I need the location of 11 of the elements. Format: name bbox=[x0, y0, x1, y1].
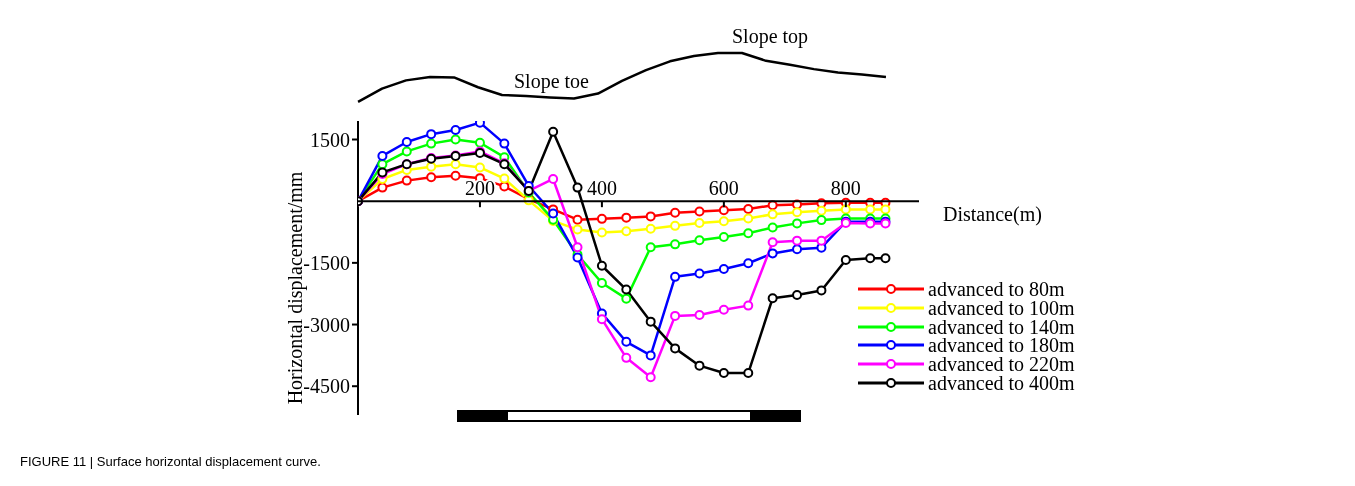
y-tick-label: -3000 bbox=[303, 313, 350, 336]
y-tick-label: 1500 bbox=[310, 128, 350, 151]
text: Slope top bbox=[732, 25, 809, 48]
x-axis-title: Distance(m) bbox=[943, 203, 1042, 227]
y-tick-label: -4500 bbox=[303, 375, 350, 398]
x-tick-label: 400 bbox=[586, 177, 617, 200]
x-tick-label: 600 bbox=[708, 177, 739, 200]
annotation: Slope toe bbox=[514, 70, 589, 93]
caption: FIGURE 11 | Surface horizontal displacement curve. bbox=[20, 454, 321, 469]
x-tick-label: 800 bbox=[830, 177, 861, 200]
x-tick-label: 200 bbox=[464, 177, 495, 200]
